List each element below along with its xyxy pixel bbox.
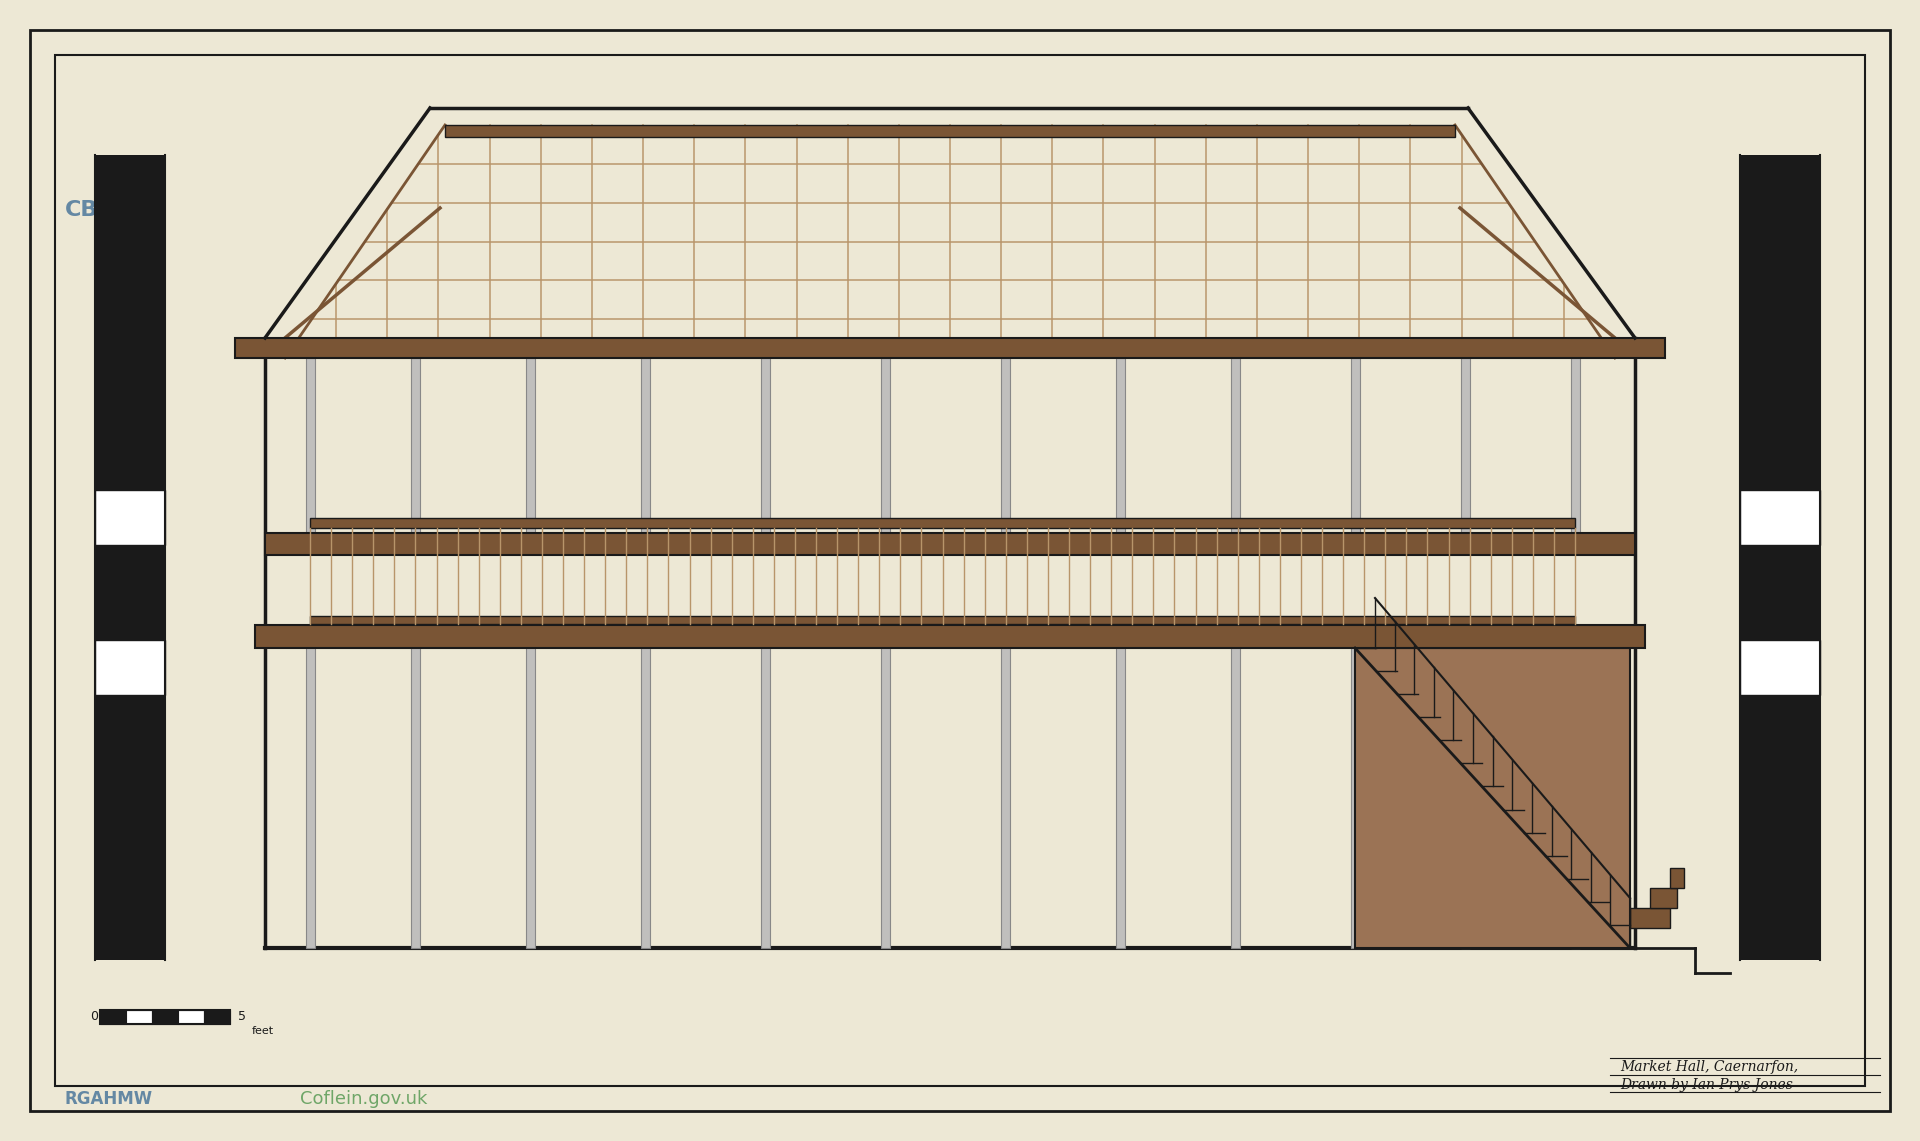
Bar bbox=[94, 489, 165, 545]
Bar bbox=[305, 625, 315, 948]
Bar bbox=[1571, 358, 1580, 533]
Bar bbox=[94, 640, 165, 695]
Bar bbox=[152, 1010, 179, 1023]
Bar bbox=[760, 625, 770, 948]
Bar bbox=[1461, 358, 1471, 533]
Bar bbox=[526, 358, 536, 533]
Bar bbox=[881, 625, 891, 948]
Bar bbox=[94, 155, 165, 489]
Bar bbox=[881, 358, 891, 533]
Bar bbox=[255, 625, 1645, 648]
Bar bbox=[445, 126, 1455, 137]
Bar bbox=[309, 518, 1574, 528]
Text: 0: 0 bbox=[90, 1011, 98, 1023]
Bar bbox=[309, 616, 1574, 624]
Bar bbox=[1352, 358, 1359, 533]
Bar bbox=[641, 358, 651, 533]
Text: Drawn by Ian Prys Jones: Drawn by Ian Prys Jones bbox=[1620, 1078, 1793, 1092]
Bar bbox=[1000, 625, 1010, 948]
Bar bbox=[526, 625, 536, 948]
Text: RGAHMW: RGAHMW bbox=[65, 1090, 154, 1108]
Bar bbox=[100, 1010, 127, 1023]
Bar bbox=[1116, 358, 1125, 533]
Bar bbox=[179, 1010, 204, 1023]
Text: CBHC: CBHC bbox=[65, 200, 132, 220]
Bar bbox=[1231, 625, 1240, 948]
Bar bbox=[1740, 695, 1820, 960]
Bar bbox=[1116, 625, 1125, 948]
Bar bbox=[127, 1010, 152, 1023]
Bar bbox=[204, 1010, 230, 1023]
Text: feet: feet bbox=[252, 1026, 275, 1036]
Bar bbox=[305, 358, 315, 533]
Bar bbox=[100, 1010, 230, 1023]
Bar bbox=[641, 625, 651, 948]
Bar bbox=[760, 358, 770, 533]
Bar bbox=[411, 625, 420, 948]
Bar bbox=[1649, 888, 1676, 908]
Bar bbox=[1740, 545, 1820, 640]
Bar bbox=[234, 338, 1665, 358]
Polygon shape bbox=[1356, 648, 1630, 948]
Bar bbox=[1461, 625, 1471, 948]
Bar bbox=[1571, 625, 1580, 948]
Text: Market Hall, Caernarfon,: Market Hall, Caernarfon, bbox=[1620, 1060, 1799, 1074]
Bar bbox=[1740, 155, 1820, 489]
Bar bbox=[411, 358, 420, 533]
Bar bbox=[1630, 908, 1670, 928]
Bar bbox=[94, 695, 165, 960]
Bar bbox=[1670, 868, 1684, 888]
Bar bbox=[1740, 489, 1820, 545]
Bar bbox=[1231, 358, 1240, 533]
Polygon shape bbox=[265, 108, 1636, 338]
Bar bbox=[1740, 640, 1820, 695]
Bar bbox=[1000, 358, 1010, 533]
Text: Coflein.gov.uk: Coflein.gov.uk bbox=[300, 1090, 428, 1108]
Text: 5: 5 bbox=[238, 1011, 246, 1023]
Bar bbox=[265, 533, 1636, 555]
Bar bbox=[1352, 625, 1359, 948]
Bar bbox=[94, 545, 165, 640]
